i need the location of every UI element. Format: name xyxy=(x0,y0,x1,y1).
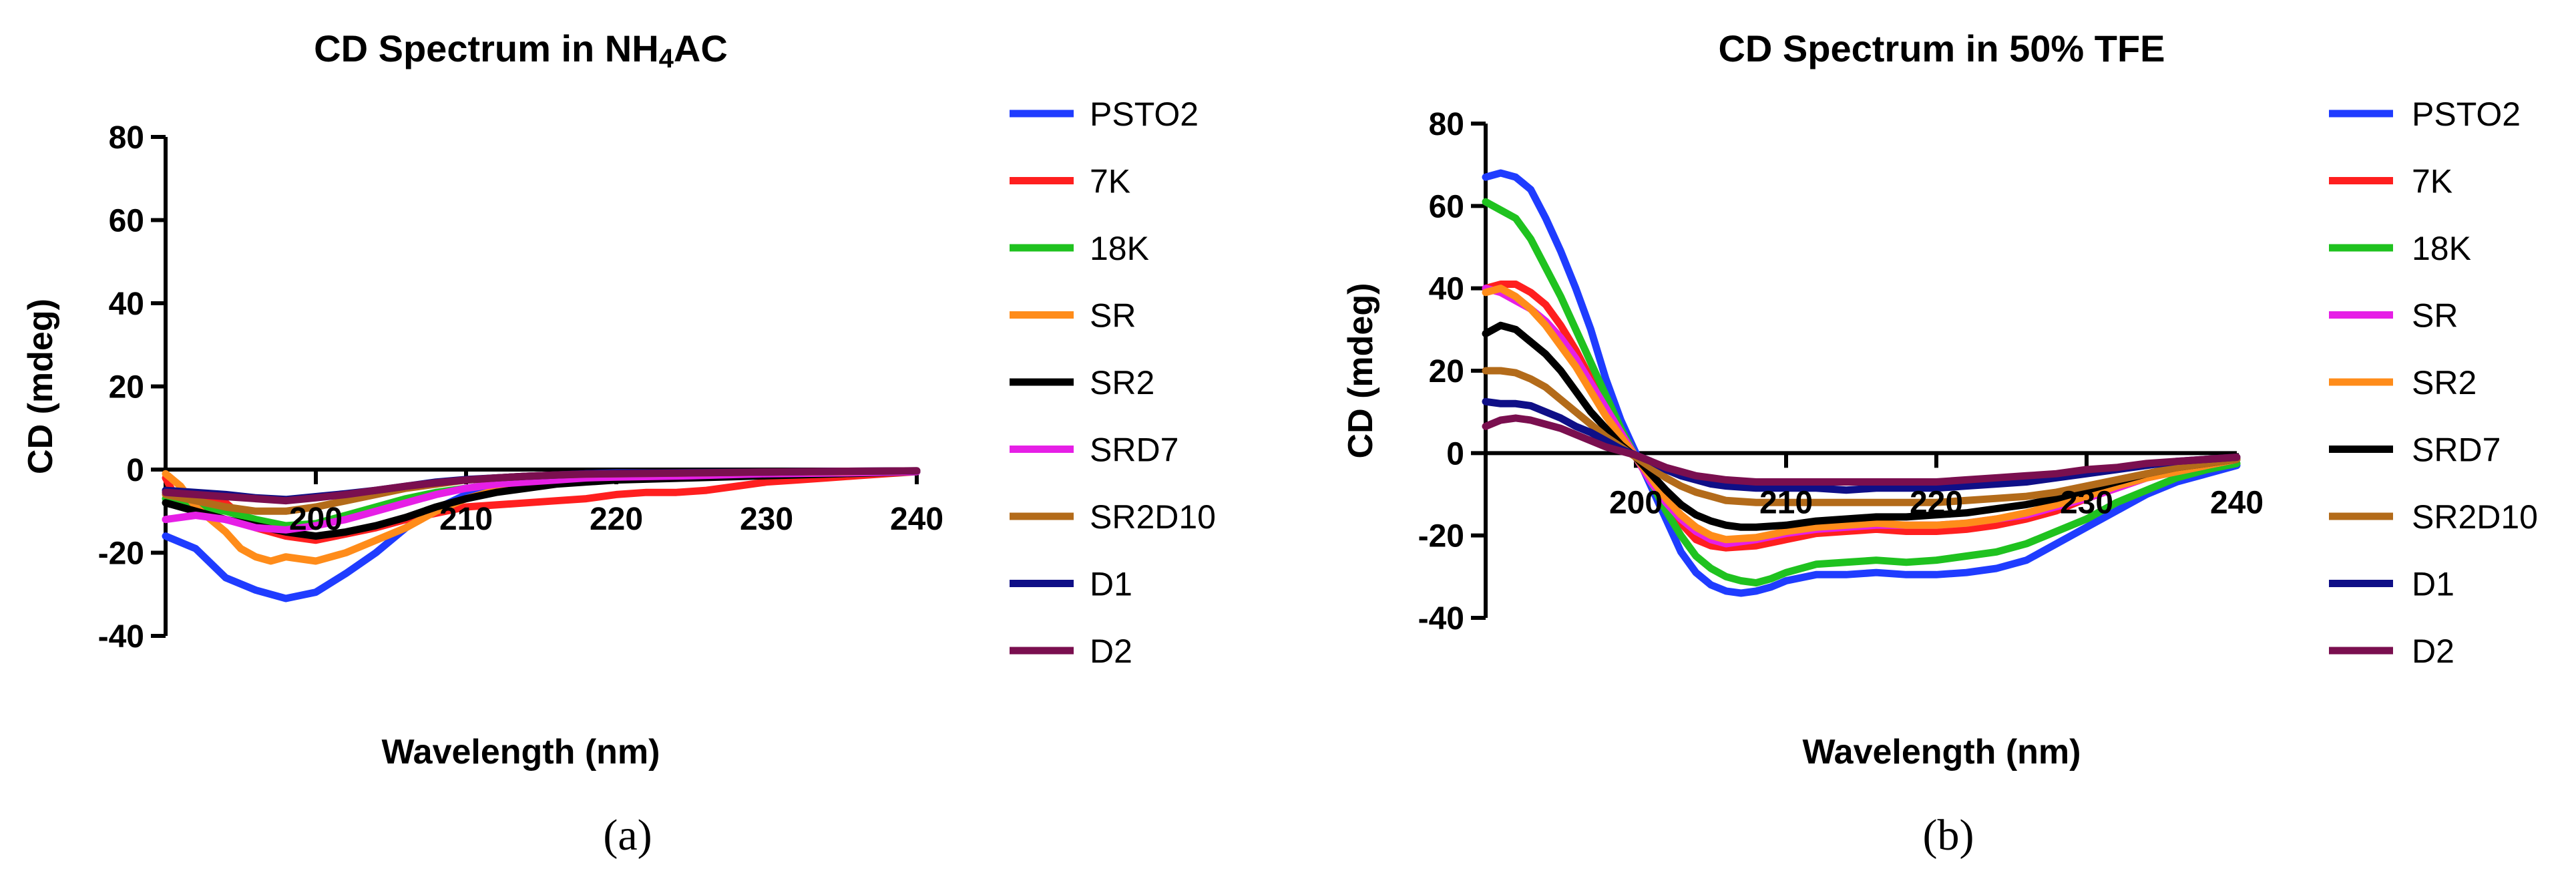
legend-label: SRD7 xyxy=(1090,431,1178,469)
y-tick-label: 20 xyxy=(1429,354,1464,389)
legend-label: D1 xyxy=(1090,566,1132,603)
x-tick-label: 210 xyxy=(439,502,493,537)
legend-label: 7K xyxy=(1090,163,1130,200)
x-tick-label: 220 xyxy=(590,502,643,537)
y-tick-label: -40 xyxy=(98,619,144,655)
series-line-sr2 xyxy=(1482,285,2241,544)
legend-label: SR2 xyxy=(1090,364,1154,401)
panel-b: CD Spectrum in 50% TFE -40 -20 0 20 40 60 80 200… xyxy=(1341,27,2538,860)
chart-title: CD Spectrum in 50% TFE xyxy=(1718,27,2165,69)
series-line-srd7 xyxy=(1482,321,2241,531)
series-line-psto2 xyxy=(1482,169,2241,597)
y-tick-label: 40 xyxy=(109,287,144,322)
y-tick-label: 80 xyxy=(109,120,144,156)
y-tick-label: 60 xyxy=(1429,189,1464,224)
x-tick-label: 220 xyxy=(1910,485,1963,520)
legend-label: PSTO2 xyxy=(2412,96,2521,133)
y-tick-label: 80 xyxy=(1429,107,1464,142)
x-tick-label: 200 xyxy=(289,502,343,537)
x-tick-label: 240 xyxy=(890,502,943,537)
series-line-18k xyxy=(1482,198,2241,587)
legend-label: 7K xyxy=(2412,163,2452,200)
y-axis-title: CD (mdeg) xyxy=(21,299,60,474)
series-line-sr2d10 xyxy=(1482,367,2241,506)
legend-label: D2 xyxy=(1090,633,1132,670)
chart-title-main: CD Spectrum in NH xyxy=(314,27,659,69)
y-tick-label: 0 xyxy=(126,453,144,488)
panel-label: (a) xyxy=(603,811,652,860)
y-axis-title: CD (mdeg) xyxy=(1341,283,1380,459)
x-axis-title: Wavelength (nm) xyxy=(1803,733,2081,771)
y-tick-label: -20 xyxy=(1418,519,1464,554)
panel-a: CD Spectrum in NH4AC -40 -20 0 20 40 60 80 200 21… xyxy=(21,27,1216,860)
legend-label: 18K xyxy=(1090,230,1149,267)
chart-title-subscript: 4 xyxy=(659,44,674,73)
series-line-d2 xyxy=(162,467,921,505)
y-tick-label: 40 xyxy=(1429,272,1464,307)
chart-title-suffix: AC xyxy=(674,27,728,69)
x-axis-title: Wavelength (nm) xyxy=(382,733,660,771)
x-tick-label: 240 xyxy=(2210,485,2264,520)
x-tick-label: 200 xyxy=(1609,485,1663,520)
legend-label: SR2D10 xyxy=(1090,498,1216,536)
y-tick-label: -40 xyxy=(1418,601,1464,637)
legend-label: SR xyxy=(1090,297,1136,335)
panel-label: (b) xyxy=(1923,811,1974,860)
legend-label: 18K xyxy=(2412,230,2471,267)
legend-label: PSTO2 xyxy=(1090,96,1199,133)
x-tick-label: 210 xyxy=(1759,485,1813,520)
x-tick-label: 230 xyxy=(2060,485,2113,520)
legend-label: SR xyxy=(2412,297,2458,335)
series-line-d1 xyxy=(1482,397,2241,494)
legend-label: D1 xyxy=(2412,566,2454,603)
legend-label: D2 xyxy=(2412,633,2454,670)
chart-title-main: CD Spectrum in 50% TFE xyxy=(1718,27,2165,69)
legend-label: SRD7 xyxy=(2412,431,2501,469)
x-tick-label: 230 xyxy=(740,502,793,537)
y-tick-label: 20 xyxy=(109,370,144,405)
y-tick-label: -20 xyxy=(98,536,144,572)
y-tick-label: 60 xyxy=(109,204,144,239)
legend-label: SR2D10 xyxy=(2412,498,2538,536)
legend-label: SR2 xyxy=(2412,364,2477,401)
chart-title: CD Spectrum in NH4AC xyxy=(314,27,728,73)
y-tick-label: 0 xyxy=(1446,436,1464,472)
series-line-d2 xyxy=(1482,414,2241,486)
